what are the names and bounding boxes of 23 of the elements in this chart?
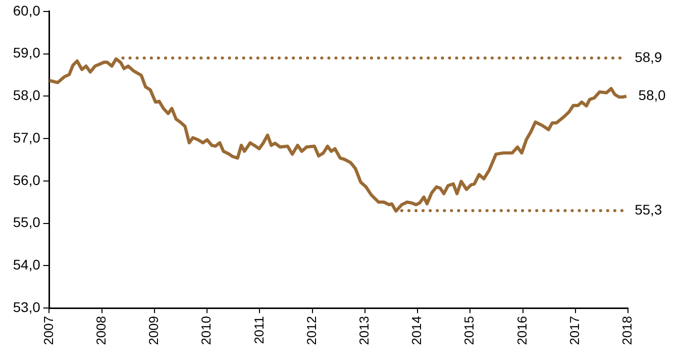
y-tick-label: 54,0	[13, 256, 40, 273]
x-tick-label: 2016	[514, 316, 530, 345]
y-tick-label: 53,0	[13, 298, 40, 315]
y-tick-label: 56,0	[13, 172, 40, 188]
x-tick-label: 2009	[146, 316, 162, 345]
x-tick-label: 2017	[566, 316, 582, 345]
x-tick-label: 2014	[409, 316, 424, 345]
x-tick-label: 2007	[40, 316, 56, 345]
x-tick-label: 2013	[356, 316, 372, 345]
x-tick-label: 2008	[93, 316, 108, 345]
x-tick-label: 2015	[462, 316, 477, 345]
y-tick-label: 57,0	[13, 129, 40, 146]
y-tick-label: 58,0	[13, 87, 40, 104]
series-label: 55,3	[634, 201, 662, 218]
x-tick-label: 2010	[198, 316, 214, 345]
y-tick-label: 55,0	[13, 214, 40, 230]
x-tick-label: 2012	[304, 316, 319, 345]
y-tick-label: 60,0	[13, 2, 40, 18]
x-tick-label: 2018	[620, 316, 635, 345]
data-label: 58,0	[638, 87, 666, 104]
x-tick-label: 2011	[251, 316, 266, 344]
y-tick-label: 59,0	[13, 44, 40, 61]
series-label: 58,9	[634, 48, 662, 65]
